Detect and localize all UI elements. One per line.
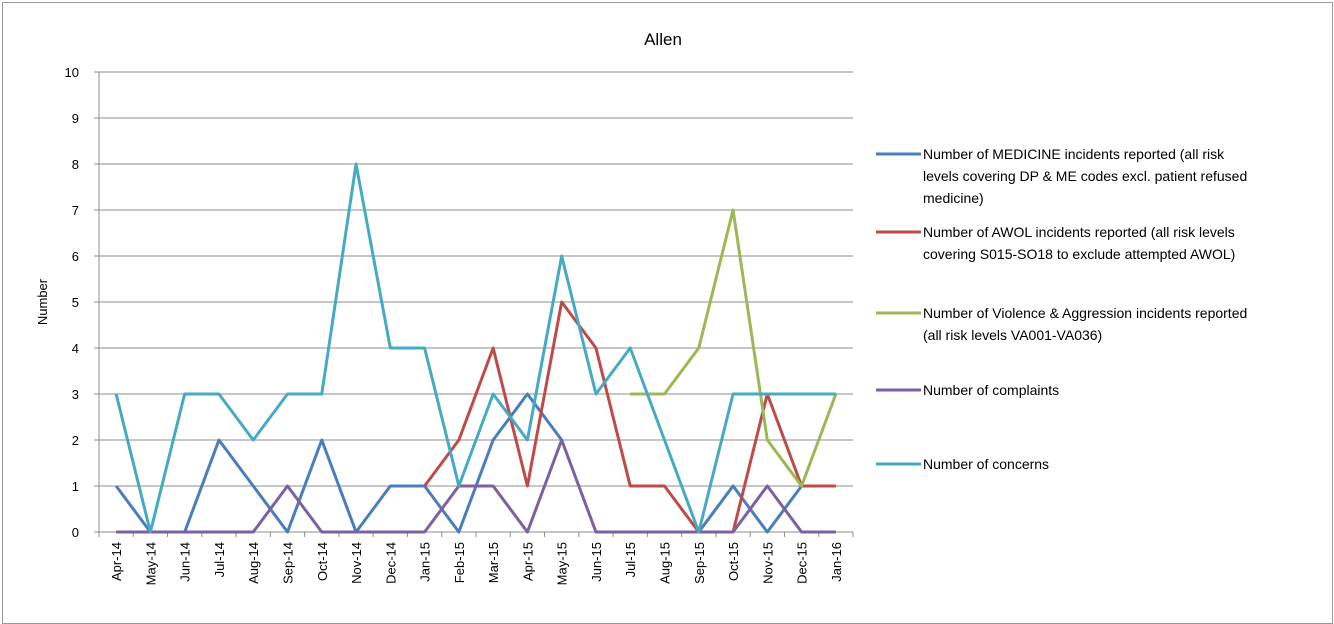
x-tick-label: Nov-15 <box>760 542 775 584</box>
x-tick-label: Apr-14 <box>109 542 124 581</box>
legend-item: Number of complaints <box>876 382 1059 398</box>
x-tick-label: Jan-15 <box>418 542 433 582</box>
y-tick-label: 9 <box>72 111 79 126</box>
x-tick-label: May-14 <box>143 542 158 585</box>
x-tick-label: Apr-15 <box>520 542 535 581</box>
y-tick-label: 10 <box>65 65 79 80</box>
legend-label: levels covering DP & ME codes excl. pati… <box>923 168 1247 184</box>
y-tick-label: 0 <box>72 525 79 540</box>
legend-label: Number of concerns <box>923 456 1049 472</box>
axes <box>99 72 853 537</box>
x-tick-label: Jan-16 <box>829 542 844 582</box>
y-tick-label: 4 <box>72 341 79 356</box>
legend-item: Number of Violence & Aggression incident… <box>876 305 1247 343</box>
x-tick-labels: Apr-14 May-14 Jun-14 Jul-14 Aug-14 Sep-14 Oct-… <box>109 542 844 585</box>
x-tick-label: Sep-15 <box>692 542 707 584</box>
gridlines <box>94 72 853 532</box>
chart-title: Allen <box>644 30 682 49</box>
y-tick-label: 5 <box>72 295 79 310</box>
legend-item: Number of concerns <box>876 456 1049 472</box>
x-tick-label: Aug-15 <box>658 542 673 584</box>
y-tick-label: 3 <box>72 387 79 402</box>
legend: Number of MEDICINE incidents reported (a… <box>876 146 1247 472</box>
legend-label: medicine) <box>923 190 984 206</box>
legend-item: Number of AWOL incidents reported (all r… <box>876 224 1235 262</box>
x-tick-label: Dec-14 <box>383 542 398 584</box>
x-tick-label: Jul-14 <box>212 542 227 577</box>
y-axis-title: Number <box>35 278 50 325</box>
legend-label: (all risk levels VA001-VA036) <box>923 327 1102 343</box>
legend-label: covering S015-SO18 to exclude attempted … <box>923 246 1235 262</box>
x-tick-label: Oct-15 <box>726 542 741 581</box>
series-line-1 <box>116 394 801 532</box>
legend-label: Number of Violence & Aggression incident… <box>923 305 1247 321</box>
line-chart: Allen Number 0 1 2 3 4 5 6 7 8 9 10 Apr-14 May-14 Ju… <box>3 3 1333 606</box>
y-tick-labels: 0 1 2 3 4 5 6 7 8 9 10 <box>65 65 79 540</box>
x-tick-label: Jul-15 <box>623 542 638 577</box>
y-tick-label: 6 <box>72 249 79 264</box>
x-tick-label: Aug-14 <box>246 542 261 584</box>
x-tick-label: Feb-15 <box>452 542 467 583</box>
y-tick-label: 8 <box>72 157 79 172</box>
legend-label: Number of AWOL incidents reported (all r… <box>923 224 1235 240</box>
y-tick-label: 7 <box>72 203 79 218</box>
x-tick-label: Nov-14 <box>349 542 364 584</box>
x-tick-label: Mar-15 <box>486 542 501 583</box>
x-tick-label: Jun-15 <box>589 542 604 582</box>
y-tick-label: 1 <box>72 479 79 494</box>
x-tick-label: Oct-14 <box>315 542 330 581</box>
legend-item: Number of MEDICINE incidents reported (a… <box>876 146 1247 206</box>
x-tick-label: May-15 <box>555 542 570 585</box>
x-tick-label: Jun-14 <box>178 542 193 582</box>
x-tick-label: Dec-15 <box>795 542 810 584</box>
y-tick-label: 2 <box>72 433 79 448</box>
x-tick-label: Sep-14 <box>281 542 296 584</box>
legend-label: Number of complaints <box>923 382 1059 398</box>
legend-label: Number of MEDICINE incidents reported (a… <box>923 146 1225 162</box>
